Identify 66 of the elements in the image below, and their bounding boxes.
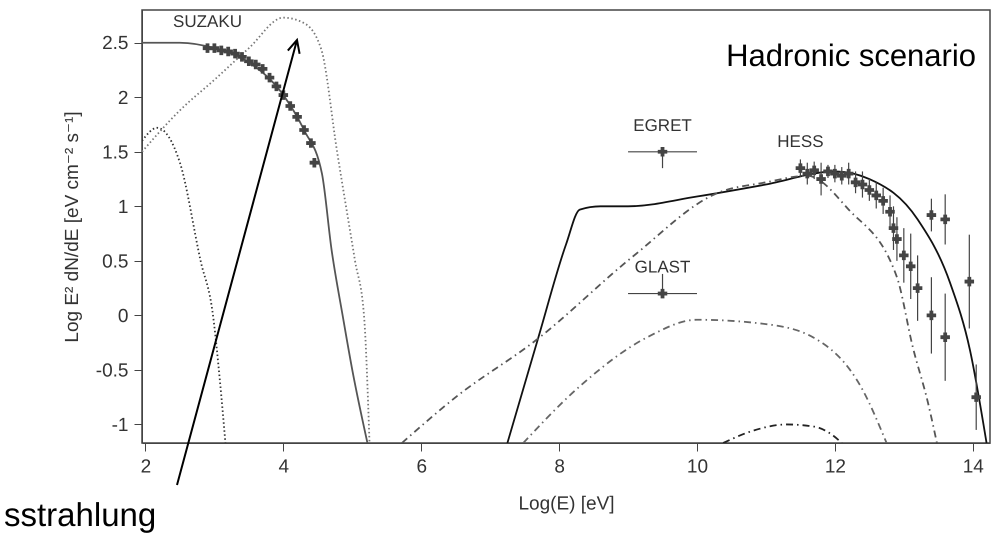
x-axis-title: Log(E) [eV] xyxy=(518,494,615,514)
point xyxy=(888,223,898,233)
series-label: GLAST xyxy=(634,258,690,277)
point xyxy=(926,310,936,320)
series-label: HESS xyxy=(777,132,824,152)
y-tick-label: 0 xyxy=(118,306,128,327)
point xyxy=(809,166,819,176)
x-tick-label: 12 xyxy=(824,456,846,478)
point xyxy=(864,185,874,195)
point xyxy=(885,207,895,217)
series-label: EGRET xyxy=(633,116,692,135)
point xyxy=(940,214,950,224)
point xyxy=(906,262,916,272)
point xyxy=(850,178,860,188)
point xyxy=(230,48,240,58)
y-axis-title: Log E² dN/dE [eV cm⁻² s⁻¹] xyxy=(62,111,83,343)
point xyxy=(310,158,320,168)
x-tick-label: 10 xyxy=(686,456,708,478)
y-tick-label: -1 xyxy=(112,414,128,436)
point xyxy=(816,174,826,184)
point xyxy=(264,72,274,82)
x-tick-label: 4 xyxy=(278,456,290,478)
point xyxy=(223,46,233,56)
point xyxy=(658,147,668,157)
point xyxy=(237,52,247,62)
point xyxy=(251,60,260,70)
point xyxy=(964,276,974,286)
point xyxy=(844,168,854,178)
point xyxy=(899,250,909,260)
y-tick-label: 0.5 xyxy=(102,251,128,272)
point xyxy=(258,64,268,74)
point xyxy=(912,283,922,293)
point xyxy=(971,392,981,402)
point xyxy=(858,180,868,190)
point xyxy=(802,168,812,178)
x-tick-label: 8 xyxy=(554,456,565,478)
y-tick-label: 1.5 xyxy=(102,142,128,164)
line-series xyxy=(522,318,888,443)
point xyxy=(272,82,282,92)
series-label: SUZAKU xyxy=(173,12,242,32)
x-tick-label: 6 xyxy=(416,456,428,478)
point xyxy=(892,234,902,244)
point xyxy=(285,101,295,111)
point xyxy=(926,210,936,220)
point xyxy=(872,190,881,200)
y-tick-label: 2.5 xyxy=(102,33,128,54)
point xyxy=(830,168,840,178)
point xyxy=(292,112,302,122)
x-tick-label: 14 xyxy=(962,456,984,478)
y-tick-label: -0.5 xyxy=(96,360,128,382)
line-series xyxy=(142,126,226,443)
point xyxy=(306,138,316,148)
annotation: Hadronic scenario xyxy=(726,38,976,73)
point xyxy=(796,163,806,173)
y-tick-label: 1 xyxy=(118,196,128,218)
line-series xyxy=(722,424,843,443)
point xyxy=(823,166,833,176)
point xyxy=(878,196,888,206)
text: sstrahlung xyxy=(4,496,156,533)
point xyxy=(210,43,220,53)
point xyxy=(244,56,254,66)
point xyxy=(940,332,950,342)
point xyxy=(658,288,668,298)
y-tick-label: 2 xyxy=(118,88,128,109)
point xyxy=(299,125,309,135)
x-tick-label: 2 xyxy=(140,456,152,478)
